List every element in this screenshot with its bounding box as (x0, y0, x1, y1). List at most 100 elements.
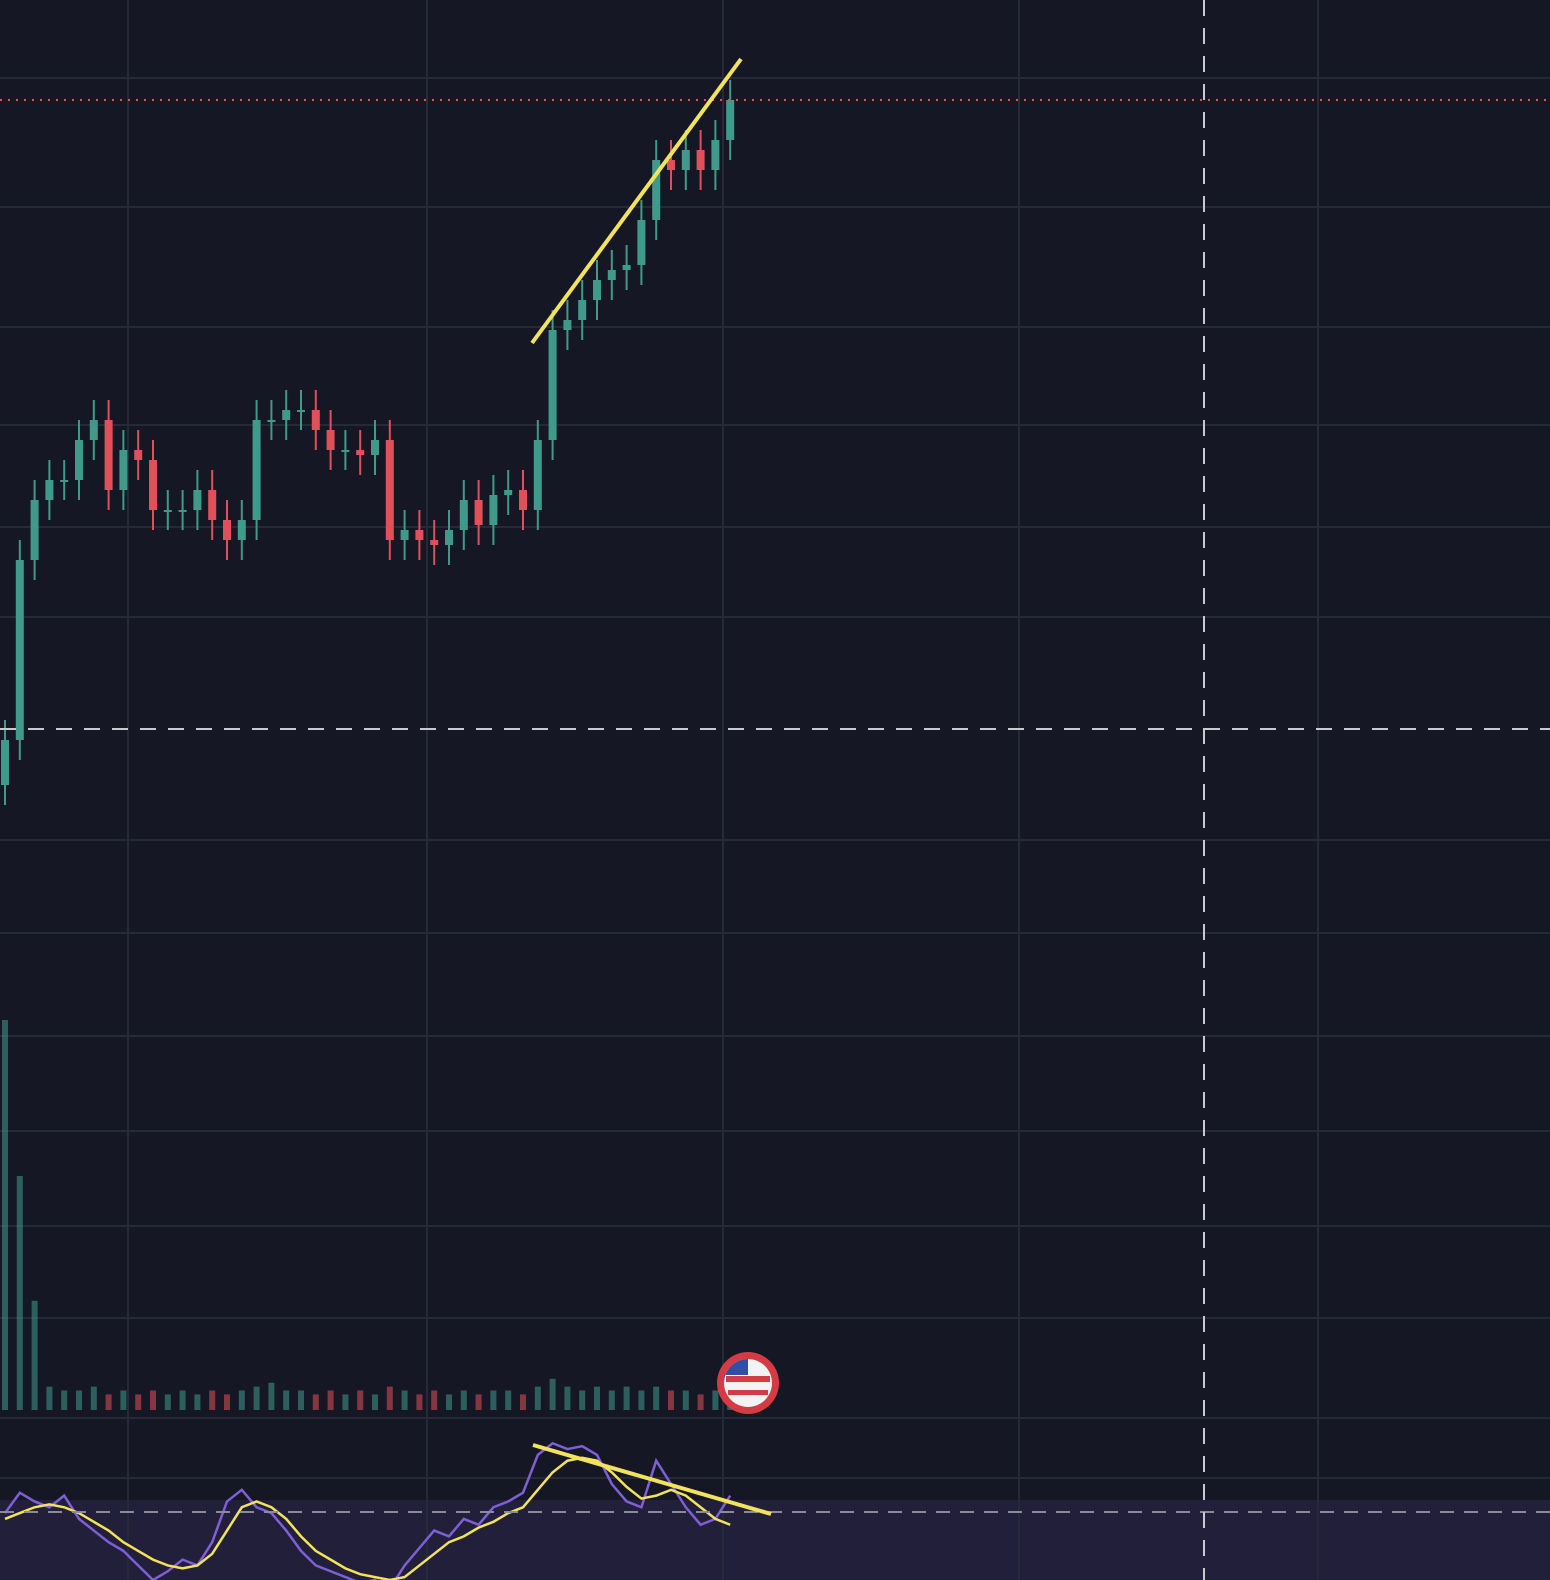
volume-bar (46, 1386, 53, 1410)
candle-body (341, 450, 350, 452)
volume-bar (253, 1386, 260, 1410)
candle-body (208, 490, 217, 520)
volume-bar (697, 1394, 704, 1410)
volume-bar (283, 1390, 290, 1410)
volume-bar (594, 1386, 600, 1410)
volume-bar (135, 1394, 142, 1410)
volume-bar (416, 1394, 423, 1410)
candle-body (75, 440, 83, 480)
candle-body (15, 560, 24, 740)
volume-bar (534, 1386, 541, 1410)
volume-bar (638, 1390, 645, 1410)
event-flag (717, 1352, 779, 1414)
candle-body (223, 520, 231, 540)
candle-body (504, 490, 513, 495)
rsi-line (3, 1441, 732, 1580)
candle-body (652, 160, 661, 220)
flag-stripe (726, 1376, 770, 1382)
volume-bar (105, 1394, 112, 1410)
rsi-trend-line (532, 1443, 772, 1516)
volume-bar (431, 1390, 438, 1410)
candle-body (489, 495, 498, 525)
candle-body (356, 450, 365, 455)
volume-bar (579, 1390, 586, 1410)
flag-stripe (728, 1390, 768, 1395)
volume-bar (490, 1390, 497, 1410)
candle-body (385, 440, 394, 540)
volume-bar (564, 1386, 571, 1410)
volume-bar (446, 1394, 452, 1410)
flag-canton (724, 1359, 748, 1383)
candle-body (149, 460, 157, 510)
candle-body (593, 280, 601, 300)
candle-body (445, 530, 453, 545)
volume-bar (76, 1390, 82, 1410)
volume-bar (372, 1394, 378, 1410)
volume-bar (475, 1394, 482, 1410)
trend-line (530, 57, 743, 345)
candle-body (578, 300, 587, 320)
volume-bar (120, 1390, 127, 1410)
volume-bar (90, 1386, 97, 1410)
candle-body (30, 500, 39, 560)
volume-bar (150, 1390, 156, 1410)
rsi-band (0, 1500, 1550, 1580)
volume-bar (164, 1394, 171, 1410)
volume-bar (682, 1390, 689, 1410)
candle-body (548, 330, 557, 440)
candle-body (311, 410, 320, 430)
candle-body (400, 530, 409, 540)
candle-body (415, 530, 424, 540)
volume-bar (386, 1386, 393, 1410)
candle-body (726, 100, 735, 140)
volume-bar (505, 1390, 512, 1410)
candle-body (237, 520, 246, 540)
volume-bar (2, 1020, 8, 1410)
candle-body (104, 420, 113, 490)
volume-bar (31, 1300, 38, 1410)
volume-bar (179, 1390, 186, 1410)
volume-bar (712, 1390, 719, 1410)
volume-bar (268, 1382, 275, 1410)
candle-body (119, 450, 128, 490)
rsi-line (4, 1456, 731, 1580)
volume-bar (224, 1394, 230, 1410)
volume-bar (608, 1390, 615, 1410)
volume-bar (342, 1394, 349, 1410)
volume-bar (357, 1390, 364, 1410)
candle-body (163, 510, 172, 512)
candle-body (297, 410, 305, 412)
volume-bar (194, 1394, 201, 1410)
candle-body (282, 410, 291, 420)
candle-body (667, 160, 675, 170)
candle-body (326, 430, 335, 450)
volume-bar (460, 1390, 467, 1410)
candle-body (60, 480, 69, 482)
volume-bar (401, 1390, 408, 1410)
candle-body (178, 510, 187, 512)
candle-body (622, 265, 631, 270)
candle-body (430, 540, 439, 545)
candle-body (252, 420, 261, 520)
candle-body (193, 490, 202, 510)
volume-bar (312, 1394, 319, 1410)
volume-bar (549, 1378, 556, 1410)
volume-bar (668, 1390, 674, 1410)
volume-bar (61, 1390, 68, 1410)
candle-body (711, 140, 720, 170)
volume-bar (653, 1386, 660, 1410)
volume-bar (623, 1386, 630, 1410)
candle-body (371, 440, 379, 455)
plot (0, 80, 1550, 1580)
volume-bar (298, 1390, 304, 1410)
candle-body (134, 450, 143, 460)
volume-bar (209, 1390, 216, 1410)
candle-body (637, 220, 646, 265)
candle-body (89, 420, 98, 440)
volume-bar (238, 1390, 245, 1410)
candle-body (696, 150, 705, 170)
candle-body (267, 420, 276, 422)
